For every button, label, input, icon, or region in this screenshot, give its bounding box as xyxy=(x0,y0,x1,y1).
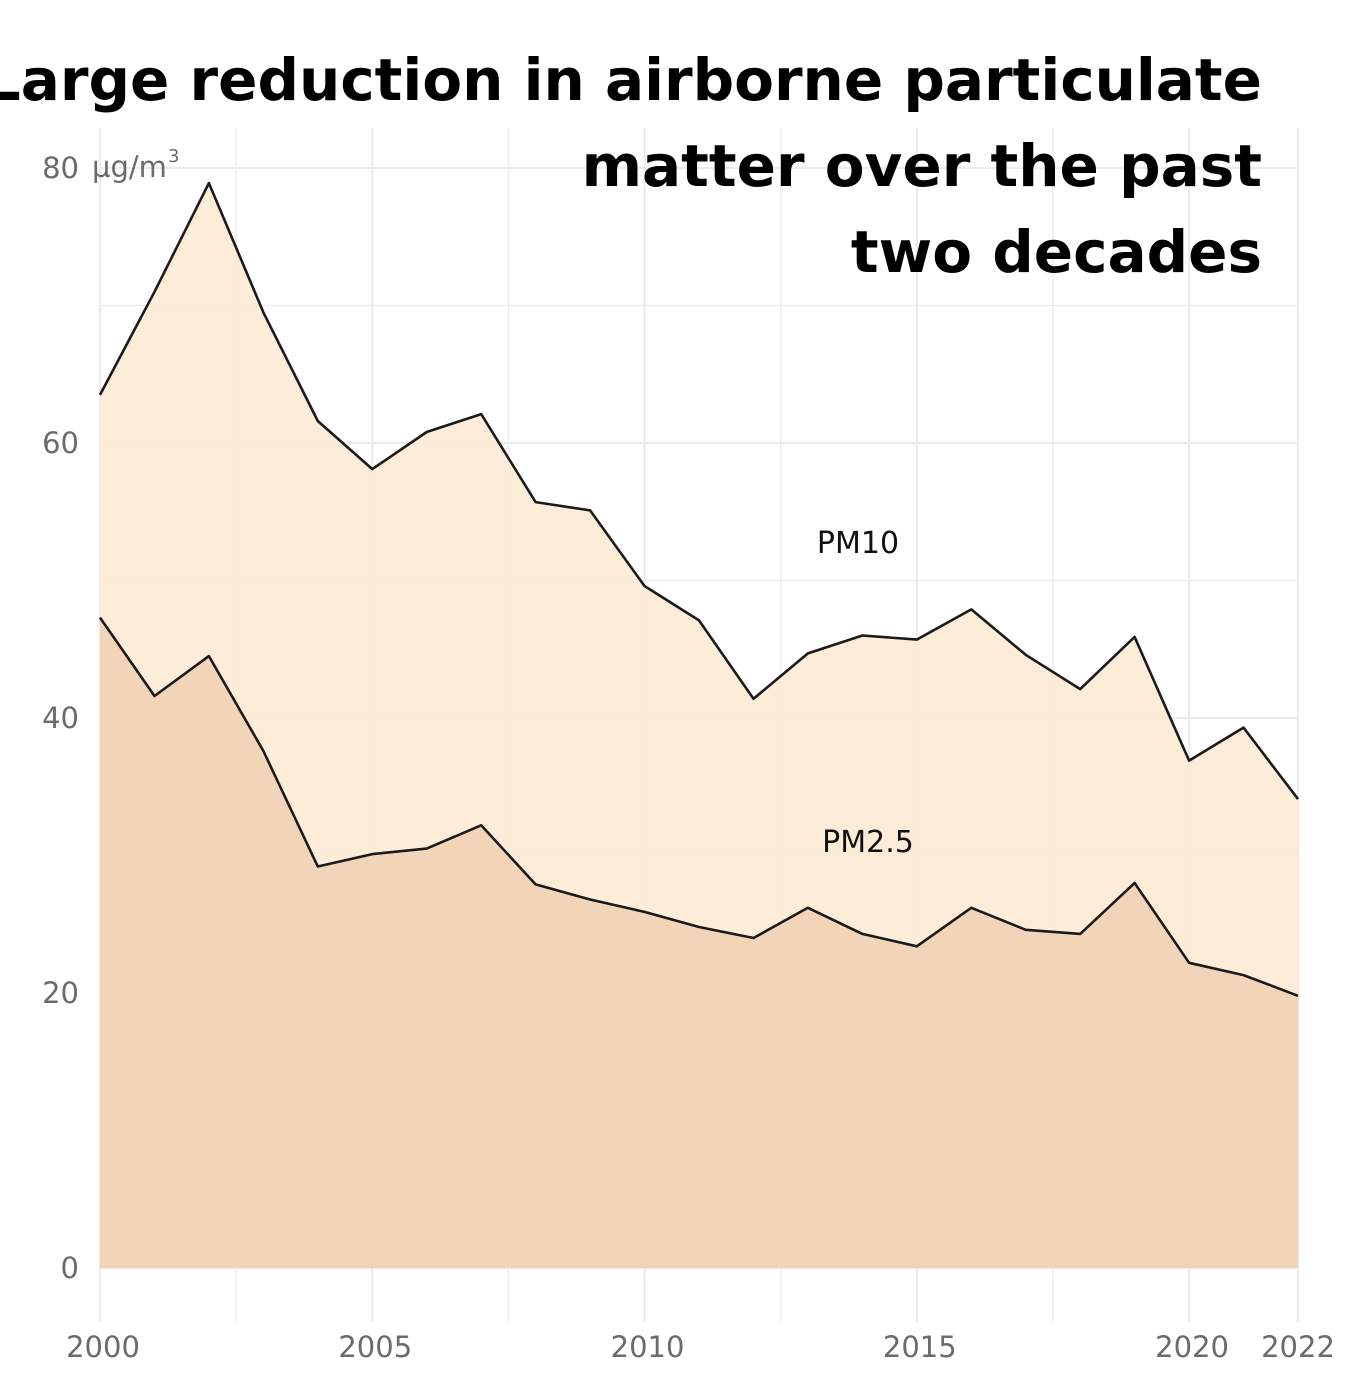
x-tick-label: 2020 xyxy=(1155,1330,1229,1364)
y-tick-label: 80 xyxy=(42,151,79,185)
line-pm25 xyxy=(98,616,1299,998)
x-tick-label: 2022 xyxy=(1261,1330,1335,1364)
series-label-pm10: PM10 xyxy=(817,526,899,561)
y-tick-label: 20 xyxy=(42,976,79,1010)
x-tick-label: 2000 xyxy=(66,1330,140,1364)
y-tick-label: 40 xyxy=(42,701,79,735)
areas xyxy=(100,183,1298,1269)
y-axis-ticks: 0 20 40 60 80 xyxy=(42,151,79,1285)
series-label-pm25: PM2.5 xyxy=(822,825,914,860)
y-unit-superscript: 3 xyxy=(168,146,179,167)
y-unit-label: µg/m xyxy=(92,150,167,184)
series-lines xyxy=(98,181,1300,998)
title-line-1: Large reduction in airborne particulate xyxy=(0,46,1262,114)
y-tick-label: 0 xyxy=(61,1251,79,1285)
x-tick-label: 2005 xyxy=(338,1330,412,1364)
x-axis-ticks: 2000 2005 2010 2015 2020 2022 xyxy=(66,1330,1335,1364)
y-tick-label: 60 xyxy=(42,426,79,460)
x-tick-label: 2015 xyxy=(883,1330,957,1364)
title-line-2: matter over the past xyxy=(582,132,1262,200)
x-tick-label: 2010 xyxy=(611,1330,685,1364)
area-pm25 xyxy=(100,617,1298,1268)
title-line-3: two decades xyxy=(851,218,1262,286)
line-pm10 xyxy=(98,181,1300,800)
